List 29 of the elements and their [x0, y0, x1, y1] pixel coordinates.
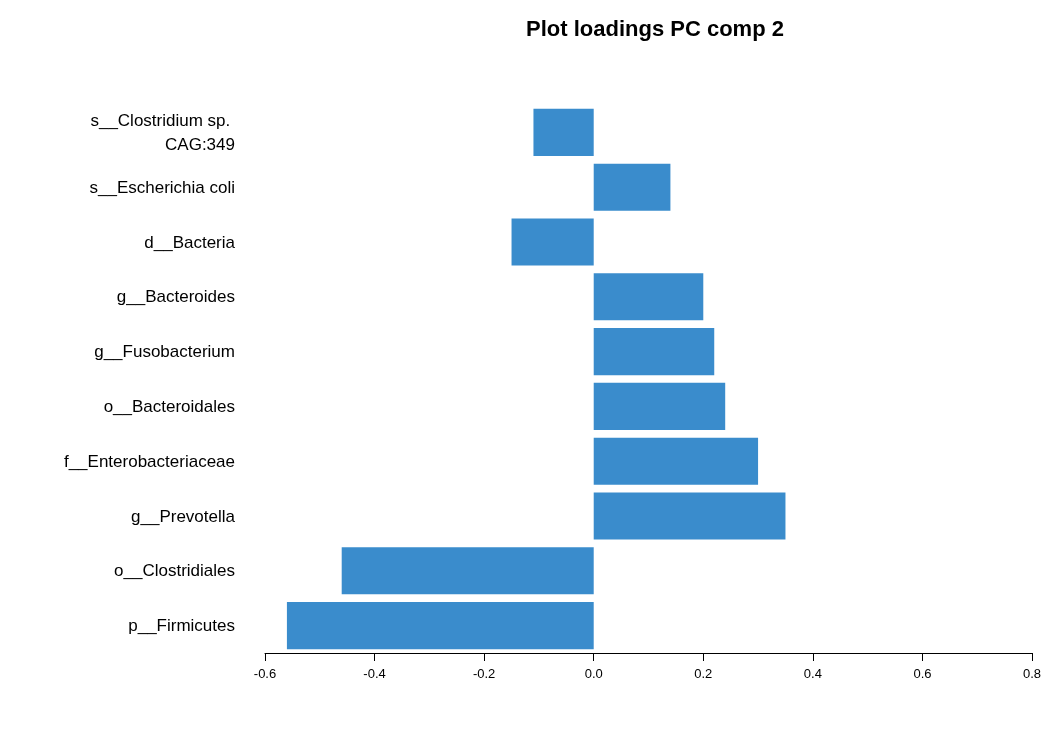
x-tick-label: 0.4 — [803, 666, 822, 681]
y-tick-label: o__Bacteroidales — [103, 396, 235, 416]
bar — [511, 218, 594, 266]
bar — [593, 328, 715, 376]
bar — [593, 382, 726, 430]
y-tick-label: o__Clostridiales — [114, 561, 235, 581]
bar — [593, 273, 704, 321]
y-tick-label: d__Bacteria — [144, 232, 236, 252]
x-tick-label: 0.0 — [584, 666, 603, 681]
bar — [533, 108, 594, 156]
y-tick-label: p__Firmicutes — [128, 616, 235, 636]
y-tick-label: s__Escherichia coli — [89, 177, 235, 197]
y-tick-label: g__Bacteroides — [116, 287, 235, 307]
x-tick-label: -0.4 — [363, 666, 386, 681]
bar — [593, 163, 671, 211]
x-tick-label: 0.8 — [1022, 666, 1042, 681]
bar — [593, 437, 759, 485]
bar — [286, 602, 594, 650]
y-tick-label: g__Prevotella — [131, 506, 236, 526]
bar — [593, 492, 786, 540]
bar — [341, 547, 594, 595]
y-tick-label: g__Fusobacterium — [94, 342, 235, 362]
x-tick-label: -0.2 — [472, 666, 496, 681]
x-tick-label: -0.6 — [253, 666, 277, 681]
x-tick-label: 0.6 — [913, 666, 932, 681]
y-tick-label: s__Clostridium sp. CAG:349 — [90, 110, 235, 154]
chart-title: Plot loadings PC comp 2 — [526, 15, 784, 41]
x-tick-label: 0.2 — [694, 666, 713, 681]
y-tick-label: f__Enterobacteriaceae — [63, 451, 235, 471]
